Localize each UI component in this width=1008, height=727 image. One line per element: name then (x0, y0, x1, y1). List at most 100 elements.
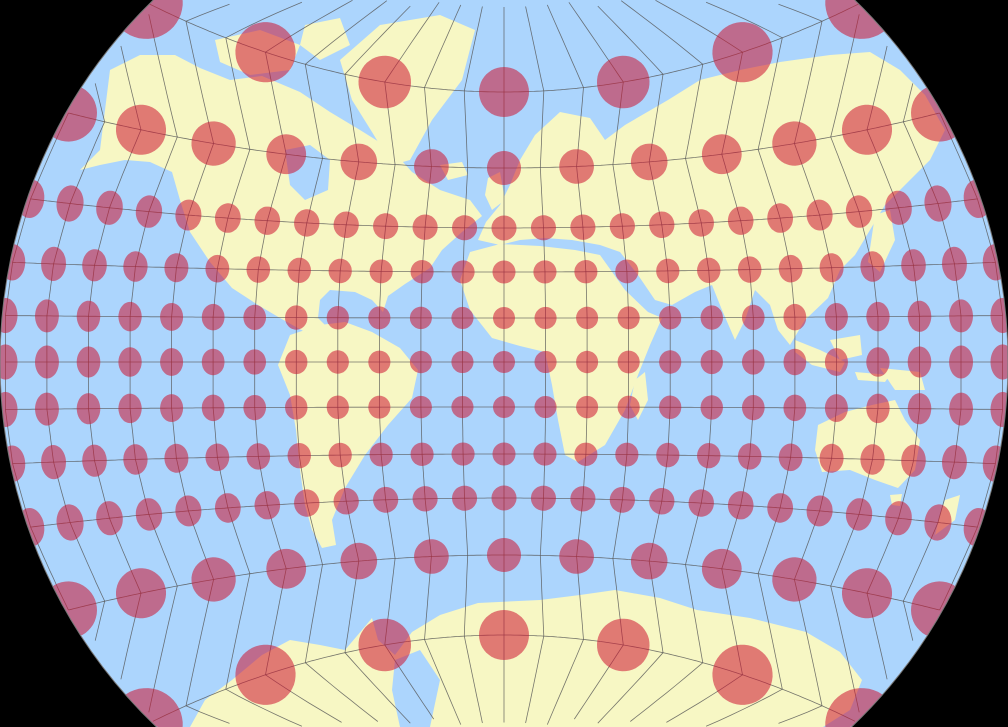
tissot-indicatrix (118, 393, 142, 424)
tissot-indicatrix (806, 199, 833, 231)
tissot-indicatrix (479, 67, 529, 117)
tissot-indicatrix (118, 347, 142, 377)
tissot-indicatrix (294, 489, 320, 517)
tissot-indicatrix (772, 557, 817, 602)
tissot-indicatrix (191, 557, 236, 602)
tissot-indicatrix (737, 443, 762, 470)
tissot-indicatrix (451, 351, 474, 373)
tissot-indicatrix (907, 300, 932, 332)
tissot-indicatrix (949, 392, 973, 426)
indonesia (795, 335, 925, 390)
tissot-indicatrix (688, 209, 714, 237)
tissot-indicatrix (924, 185, 952, 222)
tissot-indicatrix (285, 395, 308, 420)
tissot-indicatrix (123, 0, 183, 39)
tissot-indicatrix (742, 349, 765, 375)
tissot-indicatrix (533, 260, 557, 284)
tissot-indicatrix (860, 251, 885, 282)
tissot-indicatrix (609, 213, 635, 240)
tissot-indicatrix (530, 485, 556, 511)
tissot-indicatrix (373, 213, 399, 240)
tissot-indicatrix (328, 258, 352, 284)
tissot-indicatrix (7, 445, 26, 482)
tissot-indicatrix (617, 350, 640, 374)
tissot-indicatrix (160, 394, 184, 422)
tissot-indicatrix (783, 303, 807, 331)
tissot-indicatrix (990, 391, 1007, 427)
tissot-indicatrix (358, 55, 411, 109)
tissot-indicatrix (201, 394, 225, 422)
tissot-indicatrix (783, 348, 807, 376)
tissot-indicatrix (617, 395, 640, 419)
tissot-indicatrix (576, 306, 599, 330)
tissot-indicatrix (576, 350, 599, 374)
tissot-indicatrix (491, 215, 517, 241)
tissot-indicatrix (164, 443, 189, 473)
tissot-indicatrix (123, 251, 148, 282)
tissot-indicatrix (570, 214, 596, 240)
tissot-indicatrix (215, 203, 241, 233)
tissot-indicatrix (76, 393, 101, 425)
tissot-indicatrix (191, 121, 236, 166)
tissot-indicatrix (767, 493, 793, 523)
tissot-indicatrix (783, 394, 807, 422)
tissot-indicatrix (452, 215, 478, 241)
tissot-indicatrix (778, 254, 803, 283)
tissot-indicatrix (659, 395, 682, 419)
tissot-indicatrix (358, 618, 411, 672)
tissot-indicatrix (201, 348, 225, 376)
tissot-indicatrix (963, 180, 986, 218)
tissot-indicatrix (824, 303, 848, 331)
tissot-indicatrix (294, 209, 320, 237)
tissot-indicatrix (990, 298, 1008, 334)
tissot-indicatrix (533, 442, 557, 466)
tissot-indicatrix (410, 260, 434, 284)
tissot-indicatrix (243, 349, 266, 375)
tissot-indicatrix (116, 568, 166, 619)
tissot-indicatrix (412, 486, 438, 512)
tissot-indicatrix (479, 610, 529, 660)
tissot-indicatrix (778, 443, 803, 472)
tissot-indicatrix (534, 351, 557, 373)
tissot-indicatrix (369, 259, 393, 284)
tissot-indicatrix (963, 508, 986, 546)
antarctica (190, 590, 862, 727)
tissot-indicatrix (649, 488, 675, 515)
tissot-indicatrix (96, 501, 123, 536)
tissot-indicatrix (135, 498, 163, 531)
tissot-indicatrix (451, 442, 475, 466)
tissot-indicatrix (949, 345, 973, 379)
tissot-indicatrix (772, 121, 817, 166)
tissot-indicatrix (630, 542, 668, 580)
tissot-indicatrix (53, 87, 97, 142)
tissot-indicatrix (41, 246, 66, 281)
tissot-indicatrix (825, 0, 885, 39)
tissot-indicatrix (701, 134, 742, 175)
weddell-sea (392, 650, 440, 727)
tissot-indicatrix (410, 442, 434, 466)
tissot-indicatrix (924, 504, 952, 541)
tissot-indicatrix (559, 149, 594, 184)
tissot-indicatrix (235, 644, 296, 705)
tissot-indicatrix (414, 149, 449, 184)
tissot-indicatrix (205, 443, 230, 472)
tissot-indicatrix (700, 349, 723, 375)
tissot-indicatrix (656, 442, 680, 468)
tissot-indicatrix (333, 488, 359, 515)
tissot-indicatrix (409, 395, 432, 419)
tissot-indicatrix (806, 495, 833, 527)
tissot-indicatrix (254, 206, 281, 235)
tissot-indicatrix (492, 260, 516, 284)
tissot-indicatrix (96, 190, 123, 225)
tissot-indicatrix (35, 299, 59, 333)
tissot-indicatrix (574, 442, 598, 466)
tissot-indicatrix (368, 350, 391, 374)
tissot-indicatrix (243, 395, 266, 421)
tissot-indicatrix (160, 303, 184, 331)
tissot-indicatrix (22, 508, 45, 546)
tissot-indicatrix (493, 307, 515, 329)
tissot-indicatrix (659, 306, 682, 330)
tissot-indicatrix (340, 143, 378, 181)
tissot-indicatrix (487, 151, 521, 185)
